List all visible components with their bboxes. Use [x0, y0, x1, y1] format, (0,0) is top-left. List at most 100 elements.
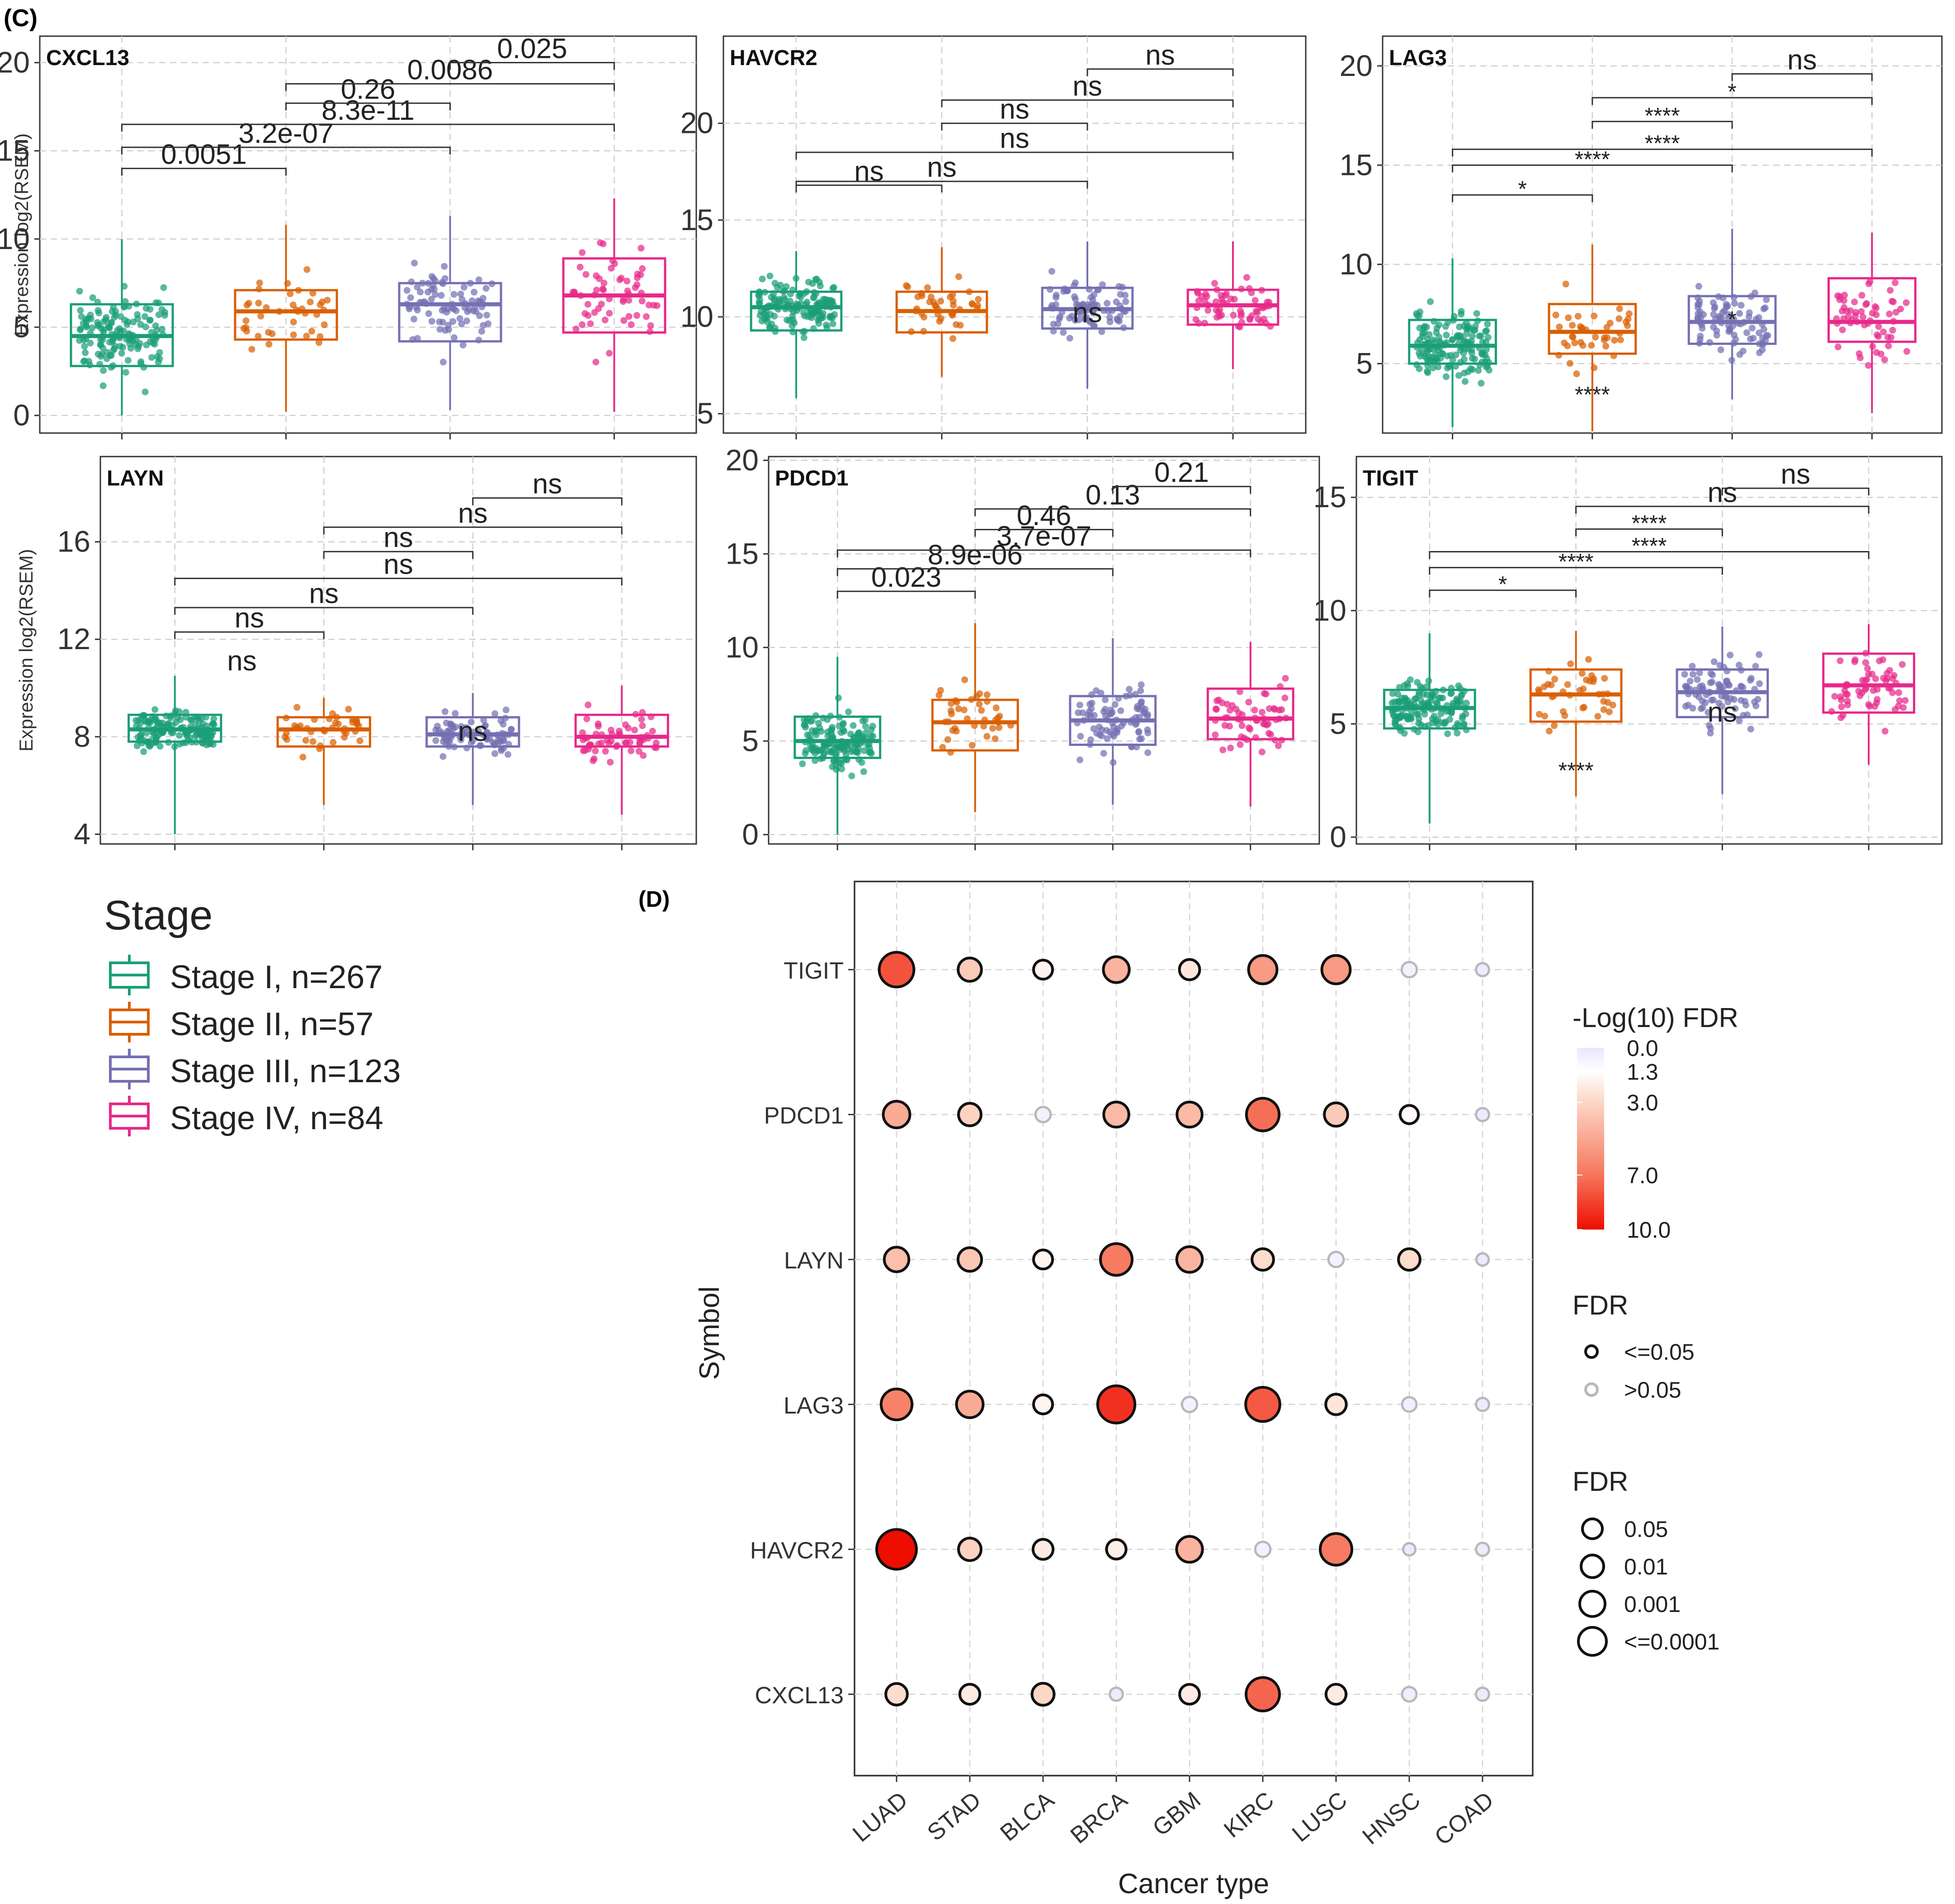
data-point [1245, 698, 1252, 706]
data-point [414, 283, 421, 291]
bracket-line [795, 180, 1088, 189]
bubble-layn-hnsc [1397, 1247, 1421, 1272]
data-point [1871, 303, 1879, 310]
data-point [118, 349, 125, 357]
data-point [290, 318, 297, 325]
comparison-bracket: ns [472, 469, 623, 505]
data-point [947, 707, 954, 714]
data-point [829, 734, 836, 741]
data-point [1391, 717, 1398, 725]
bubble-pdcd1-kirc [1245, 1097, 1281, 1132]
inline-significance-label: ns [1072, 297, 1102, 328]
box-iqr [574, 713, 669, 748]
data-point [1086, 317, 1094, 325]
comparison-label: 3.2e-07 [238, 118, 333, 149]
data-point [1585, 656, 1592, 663]
bubble-havcr2-luad [875, 1528, 918, 1571]
data-point [124, 357, 132, 364]
y-tick-label: 5 [1330, 707, 1346, 740]
data-point [1736, 310, 1743, 317]
y-tick-label: 0 [1330, 820, 1346, 853]
data-point [428, 318, 435, 325]
data-point [82, 349, 89, 356]
data-point [1408, 709, 1415, 716]
data-point [120, 327, 127, 335]
data-point [1756, 680, 1763, 687]
color-legend-title: -Log(10) FDR [1572, 1003, 1738, 1033]
box-stage-2 [931, 623, 1019, 812]
data-point [316, 333, 324, 340]
data-point [491, 710, 499, 717]
y-tick-label: 12 [57, 622, 90, 655]
data-point [77, 307, 84, 314]
edge-legend: FDR <=0.05 >0.05 [1572, 1290, 1695, 1403]
data-point [291, 722, 298, 729]
data-point [1427, 357, 1434, 364]
size-legend-title: FDR [1572, 1466, 1628, 1497]
data-point [1104, 735, 1111, 742]
data-point [1430, 336, 1437, 344]
data-point [1456, 323, 1463, 330]
comparison-label: 0.025 [497, 33, 567, 65]
comparison-label: * [1498, 572, 1507, 597]
data-point [1423, 683, 1430, 690]
comparison-bracket: * [1429, 572, 1577, 598]
data-point [308, 328, 315, 335]
data-point [414, 306, 421, 314]
data-point [1885, 342, 1892, 349]
data-point [1886, 311, 1893, 318]
data-point [592, 358, 600, 366]
data-point [1484, 320, 1491, 328]
bracket-line [121, 123, 615, 132]
data-point [1889, 689, 1896, 696]
data-point [1695, 283, 1702, 290]
data-point [128, 344, 134, 352]
data-point [1834, 292, 1841, 299]
bubble-pdcd1-hnsc [1398, 1104, 1420, 1125]
data-point [1448, 689, 1455, 697]
data-point [937, 297, 944, 305]
data-point [160, 284, 167, 291]
data-point [265, 340, 273, 348]
data-point [1881, 728, 1889, 735]
data-point [156, 719, 163, 726]
data-point [1600, 706, 1607, 713]
data-point [1569, 322, 1576, 329]
data-point [1218, 311, 1225, 319]
data-point [1402, 694, 1409, 702]
edge-legend-label: >0.05 [1624, 1377, 1681, 1403]
data-point [851, 741, 859, 749]
data-point [353, 720, 360, 727]
bubble-lag3-coad [1475, 1396, 1490, 1412]
data-point [1449, 356, 1456, 363]
data-point [1705, 709, 1712, 716]
data-point [868, 726, 875, 733]
comparison-label: 8.3e-11 [321, 95, 415, 126]
data-point [1223, 290, 1230, 297]
data-point [860, 747, 868, 754]
data-point [1102, 696, 1109, 703]
data-point [1722, 682, 1729, 689]
y-axis-title: Symbol [694, 1287, 725, 1380]
data-point [1625, 310, 1633, 317]
data-point [1858, 292, 1865, 299]
data-point [1731, 300, 1738, 307]
data-point [980, 723, 987, 730]
data-point [1444, 730, 1451, 737]
data-point [89, 324, 96, 331]
data-point [1876, 657, 1883, 665]
data-point [80, 358, 87, 365]
data-point [587, 320, 594, 327]
data-point [776, 296, 783, 303]
y-tick-label: 20 [1340, 49, 1373, 82]
bracket-line [323, 551, 474, 559]
bubble-tigit-blca [1032, 958, 1054, 981]
data-point [1452, 351, 1459, 358]
panel-c-label: (C) [4, 5, 38, 32]
data-point [324, 297, 331, 304]
data-point [177, 716, 184, 723]
data-point [1144, 749, 1152, 756]
bracket-line [1575, 505, 1870, 514]
inline-significance-label: ns [458, 716, 487, 747]
comparison-label: * [1518, 176, 1527, 202]
